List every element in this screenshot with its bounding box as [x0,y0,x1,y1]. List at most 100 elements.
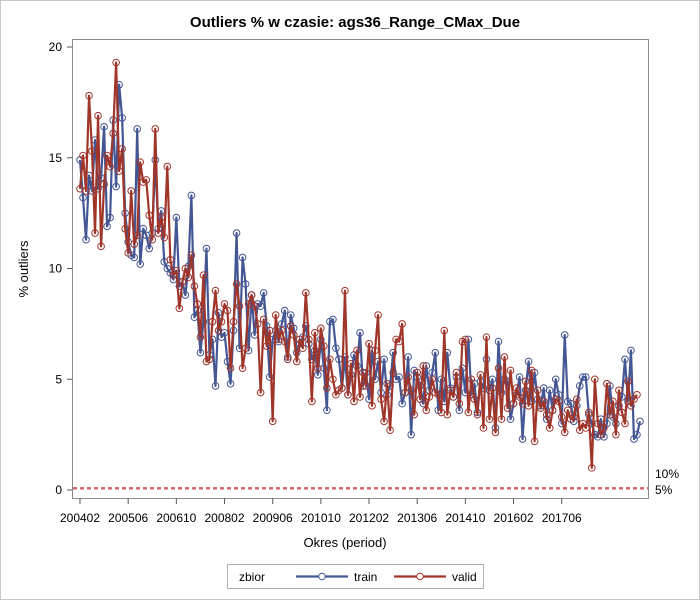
data-point-train [431,348,440,357]
data-point-train [506,415,515,423]
legend-label-train: train [354,570,377,584]
data-point-valid [217,317,226,326]
data-point-valid [229,317,238,326]
x-tick-label: 200506 [108,511,148,525]
data-point-valid [181,264,190,273]
data-point-valid [283,355,292,364]
data-point-valid [615,386,623,395]
data-point-valid [223,306,232,315]
legend-title: zbior [239,570,265,584]
data-point-train [196,348,205,357]
data-point-train [172,213,181,222]
data-point-train [320,364,328,372]
data-point-valid [536,404,545,412]
data-point-valid [627,402,635,410]
data-point-valid [178,277,187,286]
data-point-valid [235,302,244,310]
data-point-valid [112,58,120,67]
data-point-valid [446,386,455,395]
data-point-valid [488,384,497,392]
data-point-train [494,337,503,346]
data-point-valid [548,406,557,415]
data-point-valid [314,364,322,372]
data-point-valid [232,280,241,288]
data-point-valid [326,355,334,364]
data-point-train [356,328,364,337]
data-point-train [302,322,310,330]
data-point-valid [292,357,301,366]
data-point-valid [323,384,331,392]
data-point-train [332,344,340,353]
y-axis-title: % outliers [16,240,31,298]
data-point-train [621,355,629,364]
data-point-train [226,379,235,388]
data-point-valid [515,393,524,401]
data-point-valid [428,375,437,384]
data-point-valid [503,404,512,412]
x-tick-label: 200610 [156,511,196,525]
data-point-valid [594,419,602,428]
data-point-valid [94,111,102,120]
data-point-valid [539,397,548,406]
x-tick-label: 200402 [60,511,100,525]
data-point-valid [136,158,145,166]
data-point-valid [338,384,346,392]
data-point-valid [612,430,620,439]
data-point-valid [524,402,533,410]
data-point-valid [365,340,373,348]
data-point-valid [130,240,138,248]
data-point-valid [199,271,208,279]
data-point-valid [211,286,220,295]
data-point-valid [256,388,265,397]
data-point-valid [118,145,126,153]
reference-lines: 10%5% [73,467,679,497]
data-point-valid [449,393,458,401]
data-point-valid [85,91,93,100]
data-point-valid [208,317,217,326]
data-point-valid [187,251,196,260]
data-point-train [100,122,108,131]
x-axis-title: Okres (period) [303,535,386,550]
data-point-valid [491,428,500,437]
data-point-train [187,191,196,200]
data-point-train [582,373,590,381]
data-point-valid [320,342,328,350]
data-point-valid [380,417,388,426]
data-point-train [202,244,211,253]
data-point-valid [582,424,590,432]
data-point-valid [416,395,425,403]
data-point-train [575,382,584,390]
data-point-train [329,315,337,324]
data-point-valid [109,129,117,138]
x-tick-label: 201706 [542,511,582,525]
data-point-valid [545,424,554,432]
data-point-valid [311,328,319,337]
data-point-valid [271,311,280,319]
data-point-train [118,114,126,122]
data-point-valid [166,255,175,264]
data-point-train [524,357,533,366]
data-point-train [395,373,403,381]
data-point-valid [347,359,355,368]
data-point-train [235,344,244,353]
y-axis: 0 5 10 15 20 [49,40,73,497]
data-point-valid [308,397,316,406]
data-point-valid [533,386,542,395]
data-point-valid [121,224,129,233]
data-point-train [627,346,635,355]
data-point-valid [157,213,166,222]
legend-label-valid: valid [452,570,477,584]
data-point-train [136,260,145,268]
data-point-valid [250,302,259,310]
data-point-valid [557,413,566,421]
data-point-valid [455,399,464,408]
data-point-valid [220,300,229,308]
data-point-valid [443,410,452,419]
data-point-valid [506,366,515,375]
data-point-valid [633,390,641,399]
data-point-valid [329,375,337,384]
data-point-train [145,244,154,253]
data-point-valid [268,417,277,426]
data-point-train [515,373,524,381]
chart-title: Outliers % w czasie: ags36_Range_CMax_Du… [190,14,520,31]
